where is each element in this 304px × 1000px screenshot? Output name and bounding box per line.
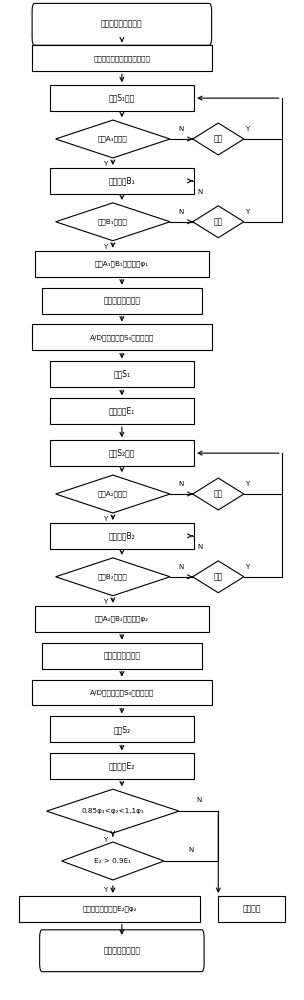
Polygon shape: [193, 206, 244, 238]
Text: 输入漏电信号采集或试验命令: 输入漏电信号采集或试验命令: [93, 55, 150, 62]
Bar: [32, 45, 212, 71]
Bar: [50, 85, 194, 111]
Text: N: N: [179, 209, 184, 215]
Text: A/D转换模块对S₀采样６４次: A/D转换模块对S₀采样６４次: [90, 334, 154, 341]
Text: Y: Y: [245, 481, 250, 487]
Bar: [50, 361, 194, 387]
Bar: [218, 896, 285, 922]
Bar: [50, 523, 194, 549]
Text: Y: Y: [103, 599, 107, 605]
Text: 断开S₂: 断开S₂: [113, 725, 130, 734]
Text: N: N: [198, 189, 203, 195]
Bar: [32, 680, 212, 705]
Text: 超时: 超时: [214, 490, 223, 499]
Text: 超时: 超时: [214, 572, 223, 581]
Bar: [19, 896, 200, 922]
Polygon shape: [193, 478, 244, 510]
Text: N: N: [188, 847, 194, 853]
Text: 搜获B₁值成功: 搜获B₁值成功: [98, 218, 128, 225]
Bar: [42, 288, 202, 314]
Polygon shape: [193, 123, 244, 155]
Text: Y: Y: [103, 244, 107, 250]
Text: Y: Y: [103, 161, 107, 167]
Text: 开关S₂闭合: 开关S₂闭合: [109, 449, 135, 458]
Text: 自适应成功，存储E₂和φ₂: 自适应成功，存储E₂和φ₂: [83, 906, 137, 912]
Polygon shape: [62, 842, 164, 880]
Text: 试验失败: 试验失败: [242, 904, 261, 913]
Text: 计算A₁和B₁的相位差φ₁: 计算A₁和B₁的相位差φ₁: [95, 260, 149, 267]
Text: Y: Y: [245, 126, 250, 132]
Polygon shape: [56, 120, 170, 158]
FancyBboxPatch shape: [32, 3, 212, 45]
Bar: [35, 606, 209, 632]
Text: Y: Y: [245, 564, 250, 570]
Bar: [32, 324, 212, 350]
FancyBboxPatch shape: [40, 930, 204, 972]
Text: 开关S₁闭合: 开关S₁闭合: [109, 94, 135, 103]
Text: 求平均值E₁: 求平均值E₁: [109, 407, 135, 416]
Bar: [50, 753, 194, 779]
Bar: [50, 398, 194, 424]
Bar: [42, 643, 202, 669]
Text: 求平均值E₂: 求平均值E₂: [109, 762, 135, 771]
Text: 调整参相电路参数: 调整参相电路参数: [103, 296, 140, 305]
Text: 搜获B₂值成功: 搜获B₂值成功: [98, 573, 128, 580]
Polygon shape: [47, 789, 179, 833]
Text: E₂ > 0.9E₁: E₂ > 0.9E₁: [94, 858, 131, 864]
Polygon shape: [56, 475, 170, 513]
Text: A/D转换模块对S₀采样６４次: A/D转换模块对S₀采样６４次: [90, 689, 154, 696]
Text: 开启搜获B₁: 开启搜获B₁: [109, 176, 135, 185]
Bar: [50, 440, 194, 466]
Text: Y: Y: [103, 837, 107, 843]
Text: 0.85φ₁<φ₂<1.1φ₁: 0.85φ₁<φ₂<1.1φ₁: [81, 808, 144, 814]
Bar: [50, 168, 194, 194]
Text: 超时: 超时: [214, 135, 223, 144]
Text: N: N: [196, 797, 201, 803]
Text: 超时: 超时: [214, 217, 223, 226]
Text: 调整参相电路参数: 调整参相电路参数: [103, 651, 140, 660]
Text: 自适应数据采集器: 自适应数据采集器: [103, 946, 140, 955]
Text: N: N: [198, 544, 203, 550]
Text: N: N: [179, 126, 184, 132]
Bar: [50, 716, 194, 742]
Polygon shape: [193, 561, 244, 593]
Polygon shape: [56, 203, 170, 241]
Text: 开启搜获B₂: 开启搜获B₂: [109, 531, 135, 540]
Text: Y: Y: [245, 209, 250, 215]
Text: Y: Y: [103, 516, 107, 522]
Text: 搜获A₁值成功: 搜获A₁值成功: [98, 136, 128, 142]
Text: N: N: [179, 564, 184, 570]
Text: N: N: [179, 481, 184, 487]
Text: 计算A₂和B₂的相位差φ₂: 计算A₂和B₂的相位差φ₂: [95, 615, 149, 622]
Text: 断开S₁: 断开S₁: [113, 370, 130, 379]
Text: Y: Y: [103, 887, 107, 893]
Text: 自适应数据采集过程: 自适应数据采集过程: [101, 20, 143, 29]
Bar: [35, 251, 209, 277]
Polygon shape: [56, 558, 170, 596]
Text: 搜获A₂值成功: 搜获A₂值成功: [98, 491, 128, 497]
